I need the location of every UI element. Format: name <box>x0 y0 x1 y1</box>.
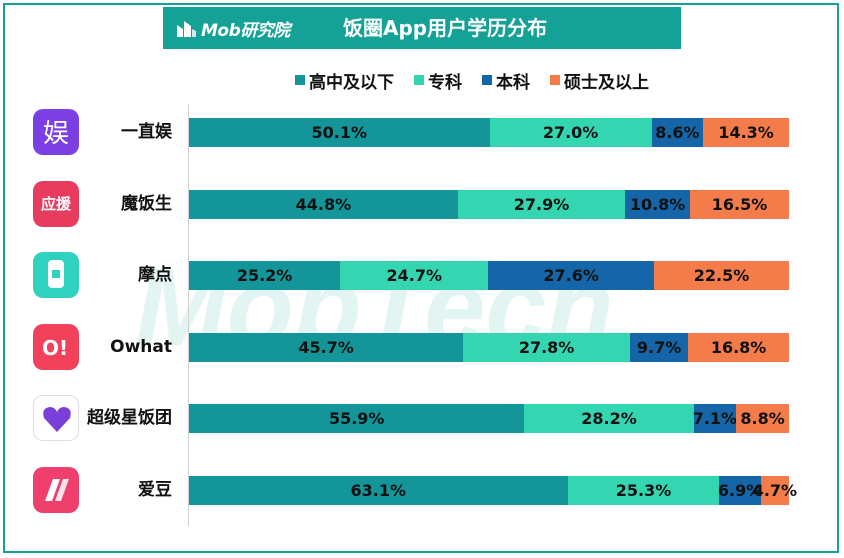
data-label: 27.6% <box>543 266 599 285</box>
bar-segment: 44.8% <box>189 190 458 219</box>
data-label: 28.2% <box>581 409 637 428</box>
bar-segment: 7.1% <box>692 404 738 433</box>
data-label: 25.2% <box>236 266 293 285</box>
aidou-app-icon <box>33 467 79 513</box>
bar-segment: 22.5% <box>654 261 789 290</box>
data-label: 16.5% <box>711 195 768 214</box>
owhat-app-icon: O! <box>33 324 79 370</box>
mofansheng-app-icon: 应援 <box>33 181 79 227</box>
category-label: 摩点 <box>138 265 172 285</box>
legend-item: 专科 <box>414 68 462 93</box>
bar-segment: 16.5% <box>690 190 789 219</box>
bar-segment: 16.8% <box>688 333 789 362</box>
bar-segment: 10.8% <box>625 190 690 219</box>
legend-label: 专科 <box>428 72 462 93</box>
data-label: 27.9% <box>513 195 570 214</box>
legend-label: 硕士及以上 <box>564 72 649 93</box>
header-bar: Mob研究院 饭圈App用户学历分布 <box>163 7 681 49</box>
legend-swatch <box>550 75 560 85</box>
bar-segment: 28.2% <box>524 404 694 433</box>
brand-logo: Mob研究院 <box>175 16 290 41</box>
category-label: 魔饭生 <box>121 194 172 214</box>
brand-text: Mob研究院 <box>201 20 290 41</box>
legend-swatch <box>295 75 305 85</box>
legend-label: 本科 <box>496 72 530 93</box>
bar-segment: 24.7% <box>340 261 489 290</box>
bar-segment: 45.7% <box>189 333 464 362</box>
bar-segment: 8.8% <box>736 404 789 433</box>
chaojixingfantuan-app-icon <box>33 395 79 441</box>
svg-text:O!: O! <box>42 336 68 360</box>
data-label: 44.8% <box>295 195 352 214</box>
bar-segment: 8.6% <box>651 118 704 147</box>
data-label: 14.3% <box>718 123 774 142</box>
legend: 高中及以下 专科 本科 硕士及以上 <box>295 68 669 93</box>
legend-item: 本科 <box>482 68 530 93</box>
data-label: 55.9% <box>328 409 385 428</box>
data-label: 27.8% <box>518 338 575 357</box>
bar-segment: 14.3% <box>703 118 789 147</box>
data-label: 9.7% <box>636 338 682 357</box>
data-label: 16.8% <box>710 338 767 357</box>
data-label: 63.1% <box>350 481 407 500</box>
data-label: 6.9% <box>717 481 763 500</box>
data-label: 25.3% <box>615 481 672 500</box>
data-label: 24.7% <box>386 266 443 285</box>
legend-label: 高中及以下 <box>309 72 394 93</box>
legend-swatch <box>414 75 424 85</box>
data-label: 10.8% <box>629 195 686 214</box>
bar-segment: 27.6% <box>488 261 654 290</box>
svg-text:娱: 娱 <box>43 119 69 149</box>
legend-item: 硕士及以上 <box>550 68 649 93</box>
legend-swatch <box>482 75 492 85</box>
category-label: Owhat <box>110 337 172 357</box>
bar-segment: 25.3% <box>567 476 720 505</box>
data-label: 45.7% <box>298 338 354 357</box>
mob-logo-icon <box>175 17 197 39</box>
bar-segment: 63.1% <box>189 476 568 505</box>
bar-segment: 50.1% <box>189 118 490 147</box>
data-label: 7.1% <box>692 409 738 428</box>
bar-segment: 9.7% <box>630 333 689 362</box>
data-label: 27.0% <box>542 123 599 142</box>
yizhiyu-app-icon: 娱 <box>33 109 79 155</box>
data-label: 50.1% <box>311 123 368 142</box>
bar-segment: 25.2% <box>189 261 341 290</box>
data-label: 22.5% <box>693 266 750 285</box>
category-label: 一直娱 <box>121 122 172 142</box>
svg-text:应援: 应援 <box>41 195 72 213</box>
bar-segment: 6.9% <box>717 476 763 505</box>
chart-title: 饭圈App用户学历分布 <box>343 16 548 40</box>
bar-segment: 55.9% <box>189 404 525 433</box>
category-label: 爱豆 <box>138 480 172 500</box>
category-axis-line <box>188 104 189 526</box>
modian-app-icon <box>33 252 79 298</box>
bar-segment: 27.9% <box>457 190 626 219</box>
bar-segment: 27.8% <box>463 333 630 362</box>
data-label: 8.6% <box>655 123 700 142</box>
bar-segment: 27.0% <box>489 118 652 147</box>
bar-segment: 4.7% <box>753 476 797 505</box>
legend-item: 高中及以下 <box>295 68 394 93</box>
category-label: 超级星饭团 <box>87 408 172 428</box>
data-label: 8.8% <box>740 409 785 428</box>
